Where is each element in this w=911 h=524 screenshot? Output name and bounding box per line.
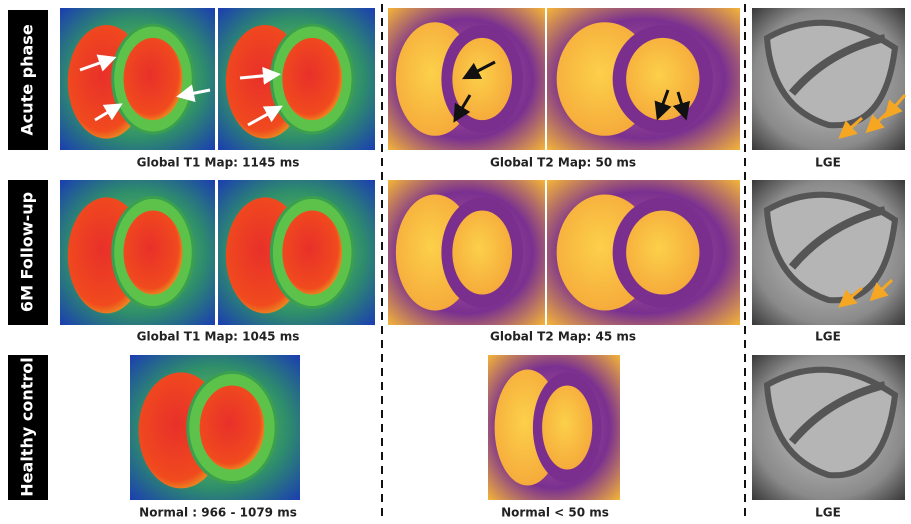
caption: Normal : 966 - 1079 ms — [139, 506, 297, 520]
row-label: 6M Follow-up — [18, 192, 37, 312]
caption: LGE — [815, 330, 841, 344]
septum — [788, 34, 886, 96]
row-label-box — [8, 180, 48, 325]
arrow — [176, 84, 211, 103]
arrow — [838, 286, 863, 308]
caption: Global T1 Map: 1045 ms — [137, 330, 300, 344]
lv — [199, 385, 265, 470]
septum — [788, 206, 886, 270]
arrow — [838, 116, 863, 139]
arrow — [79, 54, 117, 72]
row-label-box — [8, 10, 48, 150]
caption: Global T1 Map: 1145 ms — [137, 156, 300, 170]
lv — [626, 210, 700, 295]
lv — [123, 210, 183, 295]
caption: LGE — [815, 506, 841, 520]
arrow — [869, 278, 894, 302]
lv — [542, 385, 593, 470]
caption: Normal < 50 ms — [501, 506, 609, 520]
row-label-box — [8, 355, 48, 500]
lv — [282, 210, 343, 295]
caption: LGE — [815, 156, 841, 170]
arrow — [672, 91, 691, 121]
caption: Global T2 Map: 50 ms — [490, 156, 636, 170]
heart-wall — [763, 366, 899, 479]
septum — [788, 381, 886, 445]
arrow — [247, 105, 283, 127]
row-label: Healthy control — [18, 357, 37, 496]
lv — [282, 37, 343, 121]
caption: Global T2 Map: 45 ms — [490, 330, 636, 344]
lv — [123, 37, 183, 121]
labels: Acute phase 6M Follow-up Healthy control… — [8, 10, 841, 520]
arrow — [453, 94, 472, 123]
images — [60, 8, 907, 500]
arrow — [239, 66, 281, 85]
arrow — [462, 60, 496, 80]
arrow — [884, 94, 907, 119]
arrow — [654, 89, 672, 121]
arrow — [94, 103, 123, 122]
lv — [452, 210, 513, 295]
row-label: Acute phase — [18, 24, 37, 135]
